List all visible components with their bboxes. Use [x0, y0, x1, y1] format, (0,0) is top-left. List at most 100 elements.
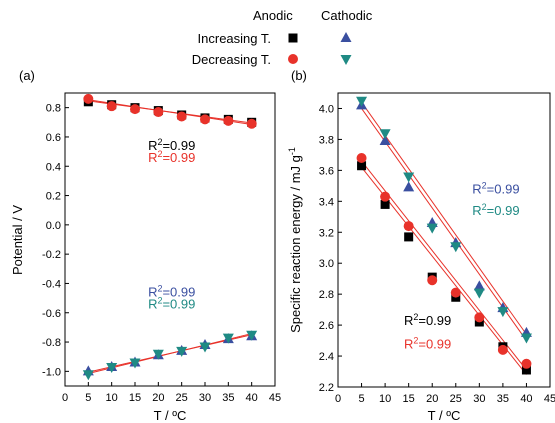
x-tick-label: 15 [129, 392, 141, 404]
panel-a-potential: (a) -1.0-0.8-0.6-0.4-0.20.00.20.40.60.8 … [10, 68, 281, 423]
x-tick-label: 30 [473, 393, 485, 405]
x-tick-label: 30 [199, 392, 211, 404]
legend: Anodic Cathodic Increasing T. Decreasing… [192, 8, 373, 67]
data-point-decreasing_anodic [474, 312, 485, 323]
x-tick-label: 5 [358, 393, 364, 405]
x-tick-label: 25 [176, 392, 188, 404]
data-point-decreasing_cathodic [426, 223, 438, 234]
y-tick-label: 0.2 [46, 191, 61, 203]
data-point-decreasing_cathodic [379, 129, 391, 140]
x-tick-label: 5 [85, 392, 91, 404]
data-point-decreasing_anodic [497, 344, 508, 355]
y-tick-label: -1.0 [42, 366, 61, 378]
data-point-decreasing_cathodic [356, 96, 368, 107]
panel-b-label: (b) [291, 68, 307, 83]
y-tick-label: 3.8 [319, 134, 334, 146]
x-tick-label: 15 [403, 393, 415, 405]
data-point-increasing_anodic [357, 161, 367, 171]
fit-line [361, 101, 527, 335]
y-tick-label: -0.8 [42, 337, 61, 349]
panel-a-label: (a) [19, 68, 35, 83]
data-point-decreasing_cathodic [246, 330, 258, 341]
r-squared-annotation: R2=0.99 [404, 312, 451, 328]
x-tick-label: 20 [426, 393, 438, 405]
x-tick-label: 10 [379, 393, 391, 405]
r-squared-annotation: R2=0.99 [404, 335, 451, 351]
legend-marker-triangle-down [340, 55, 352, 65]
r-squared-annotation: R2=0.99 [472, 181, 519, 197]
panel-a-frame [64, 92, 276, 387]
x-tick-label: 35 [497, 393, 509, 405]
data-point-decreasing_cathodic [473, 288, 485, 299]
x-tick-label: 0 [335, 393, 341, 405]
legend-marker-square [288, 33, 298, 43]
panel-a-ylabel: Potential / V [10, 205, 25, 275]
data-point-decreasing_cathodic [106, 362, 118, 373]
r-squared-annotation: R2=0.99 [472, 202, 519, 218]
panel-b-energy: (b) 2.2 2.4 2.6 2.8 3.0 3.2 3.4 3.6 3.8 4.0 0 5 10 1… [287, 68, 555, 423]
y-tick-label: 0.4 [46, 161, 61, 173]
data-point-decreasing_cathodic [152, 349, 164, 360]
y-tick-label: -0.2 [42, 249, 61, 261]
y-tick-label: 2.2 [319, 382, 334, 394]
r-squared-annotation: R2=0.99 [148, 149, 195, 165]
y-tick-label: 0.6 [46, 132, 61, 144]
data-point-decreasing_cathodic [82, 370, 94, 381]
data-point-decreasing_cathodic [129, 358, 141, 369]
panel-b-frame [337, 92, 551, 388]
r-squared-annotation: R2=0.99 [148, 284, 195, 300]
panel-b-ylabel-text: Specific reaction energy / mJ g [288, 155, 303, 333]
y-tick-label: -0.4 [42, 278, 61, 290]
data-point-decreasing_anodic [200, 114, 210, 125]
legend-header-anodic: Anodic [253, 8, 293, 23]
fit-line [361, 108, 527, 341]
x-tick-label: 25 [450, 393, 462, 405]
x-tick-label: 45 [544, 393, 555, 405]
data-point-decreasing_anodic [521, 358, 532, 369]
y-tick-label: 0.8 [46, 103, 61, 115]
data-point-decreasing_anodic [427, 275, 438, 286]
data-point-decreasing_anodic [380, 191, 391, 202]
data-point-decreasing_anodic [106, 101, 117, 112]
data-point-decreasing_cathodic [520, 333, 532, 344]
legend-marker-triangle-up [340, 32, 352, 42]
data-point-increasing_cathodic [403, 181, 415, 192]
data-point-increasing_anodic [404, 232, 414, 242]
x-tick-label: 10 [106, 392, 118, 404]
data-point-decreasing_anodic [130, 104, 140, 115]
r-squared-annotation: R2=0.99 [148, 295, 195, 311]
data-point-decreasing_cathodic [450, 242, 462, 253]
x-tick-label: 40 [520, 393, 532, 405]
data-point-decreasing_cathodic [176, 346, 188, 357]
y-tick-label: 3.4 [319, 196, 334, 208]
x-tick-label: 0 [62, 392, 68, 404]
data-point-decreasing_cathodic [222, 333, 234, 344]
data-point-decreasing_cathodic [199, 342, 211, 353]
data-point-increasing_anodic [521, 365, 531, 375]
data-point-increasing_anodic [380, 199, 390, 209]
panel-b-xlabel: T / ºC [428, 408, 461, 423]
legend-label-increasing: Increasing T. [198, 31, 271, 46]
y-tick-label: 4.0 [319, 103, 334, 115]
panel-b-ylabel-sup: -1 [287, 147, 297, 155]
y-tick-label: 0.0 [46, 220, 61, 232]
r-squared-annotation: R2=0.99 [148, 137, 195, 153]
y-tick-label: 3.0 [319, 258, 334, 270]
data-point-decreasing_anodic [223, 115, 234, 126]
data-point-increasing_cathodic [379, 134, 391, 145]
legend-label-decreasing: Decreasing T. [192, 52, 271, 67]
y-tick-label: -0.6 [42, 308, 61, 320]
legend-marker-circle [288, 54, 298, 64]
y-tick-label: 2.4 [319, 351, 334, 363]
y-tick-label: 2.8 [319, 289, 334, 301]
legend-header-cathodic: Cathodic [321, 8, 373, 23]
data-point-decreasing_anodic [356, 152, 367, 163]
x-tick-label: 40 [246, 392, 258, 404]
x-tick-label: 45 [269, 392, 281, 404]
data-point-decreasing_anodic [176, 111, 187, 122]
data-point-decreasing_anodic [153, 107, 164, 118]
data-point-decreasing_cathodic [497, 307, 509, 318]
data-point-decreasing_anodic [246, 118, 257, 129]
data-point-increasing_cathodic [473, 280, 485, 291]
